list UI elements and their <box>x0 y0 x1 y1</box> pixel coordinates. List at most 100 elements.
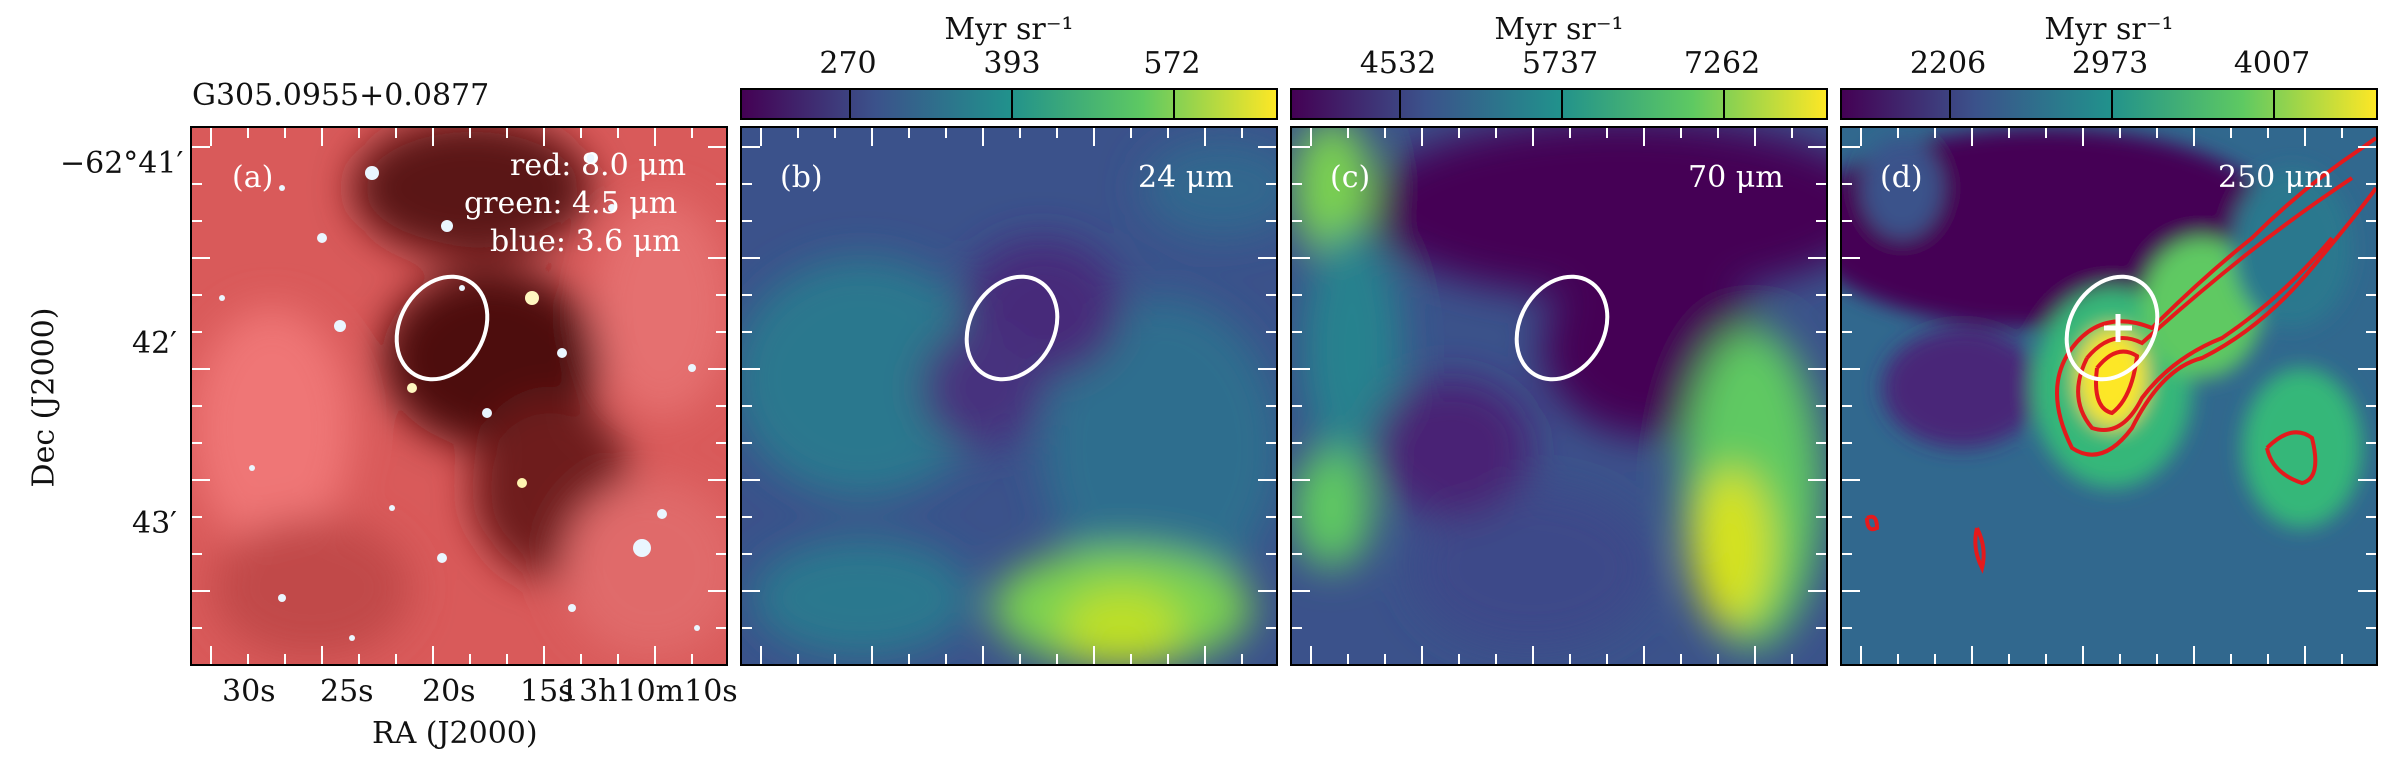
axis-tick <box>1897 128 1899 138</box>
axis-tick <box>2267 128 2269 138</box>
colorbar-c <box>1290 88 1828 120</box>
axis-tick <box>1347 654 1349 664</box>
axis-tick <box>1680 654 1682 664</box>
axis-tick <box>1292 479 1310 481</box>
axis-tick <box>617 654 619 664</box>
panel-c-letter: (c) <box>1330 160 1371 195</box>
panel-a-legend-blue: blue: 3.6 μm <box>490 224 681 259</box>
axis-tick <box>580 654 582 664</box>
axis-tick <box>506 654 508 664</box>
axis-tick <box>247 128 249 138</box>
axis-tick <box>1258 479 1276 481</box>
axis-tick <box>742 627 752 629</box>
axis-tick <box>1934 128 1936 138</box>
axis-tick <box>1816 553 1826 555</box>
axis-tick <box>1130 128 1132 138</box>
axis-tick <box>742 220 752 222</box>
axis-tick <box>2366 331 2376 333</box>
axis-tick <box>2008 654 2010 664</box>
panel-b-24um <box>740 126 1278 666</box>
axis-tick <box>2366 442 2376 444</box>
axis-tick <box>742 257 760 259</box>
peak-cross <box>2104 314 2132 342</box>
axis-tick <box>1204 128 1206 146</box>
axis-tick <box>1842 442 1852 444</box>
axis-tick <box>834 654 836 664</box>
axis-tick <box>192 553 202 555</box>
colorbar-c-tick: 4532 <box>1359 46 1437 81</box>
axis-tick <box>742 405 752 407</box>
colorbar-c-tick: 5737 <box>1521 46 1599 81</box>
axis-tick <box>395 654 397 664</box>
x-axis-label: RA (J2000) <box>372 716 538 751</box>
axis-tick <box>1842 553 1852 555</box>
axis-tick <box>2366 294 2376 296</box>
axis-tick <box>1167 128 1169 138</box>
axis-tick <box>742 479 760 481</box>
axis-tick <box>1292 405 1302 407</box>
map-250um <box>1842 128 2376 664</box>
axis-tick <box>1842 405 1852 407</box>
axis-tick <box>210 128 212 146</box>
axis-tick <box>716 183 726 185</box>
axis-tick <box>834 128 836 138</box>
panel-a-rgb-image <box>190 126 728 666</box>
axis-tick <box>1458 654 1460 664</box>
axis-tick <box>1266 516 1276 518</box>
axis-tick <box>2366 627 2376 629</box>
axis-tick <box>742 590 760 592</box>
axis-tick <box>192 479 210 481</box>
axis-tick <box>1816 516 1826 518</box>
axis-tick <box>1934 654 1936 664</box>
axis-tick <box>1292 331 1302 333</box>
axis-tick <box>945 654 947 664</box>
colorbar-d <box>1840 88 2378 120</box>
axis-tick <box>2082 128 2084 146</box>
axis-tick <box>1808 368 1826 370</box>
axis-tick <box>1056 128 1058 138</box>
axis-tick <box>432 646 434 664</box>
axis-tick <box>247 654 249 664</box>
axis-tick <box>284 654 286 664</box>
axis-tick <box>192 257 210 259</box>
axis-tick <box>1258 257 1276 259</box>
panel-a-legend-green: green: 4.5 μm <box>464 186 678 221</box>
axis-tick <box>321 128 323 146</box>
axis-tick <box>192 220 202 222</box>
rgb-image <box>192 128 726 664</box>
x-tick-label: 15s <box>520 674 574 709</box>
source-ellipse <box>2064 274 2160 382</box>
source-name: G305.0955+0.0877 <box>192 78 490 113</box>
axis-tick <box>1258 368 1276 370</box>
axis-tick <box>1292 516 1302 518</box>
axis-tick <box>1842 220 1852 222</box>
axis-tick <box>2230 654 2232 664</box>
axis-tick <box>2341 654 2343 664</box>
axis-tick <box>1808 590 1826 592</box>
axis-tick <box>2008 128 2010 138</box>
source-ellipse <box>1514 274 1610 382</box>
axis-tick <box>716 553 726 555</box>
map-70um <box>1292 128 1826 664</box>
axis-tick <box>1643 646 1645 664</box>
axis-tick <box>654 128 656 146</box>
axis-tick <box>1532 128 1534 146</box>
axis-tick <box>543 128 545 146</box>
axis-tick <box>358 654 360 664</box>
x-tick-label: 13h10m10s <box>560 674 738 709</box>
y-tick-label: 42′ <box>132 326 177 361</box>
axis-tick <box>708 368 726 370</box>
axis-tick <box>1292 553 1302 555</box>
colorbar-c-tick: 7262 <box>1683 46 1761 81</box>
colorbar-d-tick: 2973 <box>2071 46 2149 81</box>
axis-tick <box>1860 128 1862 146</box>
axis-tick <box>1266 294 1276 296</box>
x-tick-label: 20s <box>422 674 476 709</box>
axis-tick <box>1266 220 1276 222</box>
axis-tick <box>1266 331 1276 333</box>
axis-tick <box>742 516 752 518</box>
axis-tick <box>1791 128 1793 138</box>
axis-tick <box>1347 128 1349 138</box>
axis-tick <box>1754 128 1756 146</box>
panel-d-wavelength: 250 μm <box>2218 160 2333 195</box>
